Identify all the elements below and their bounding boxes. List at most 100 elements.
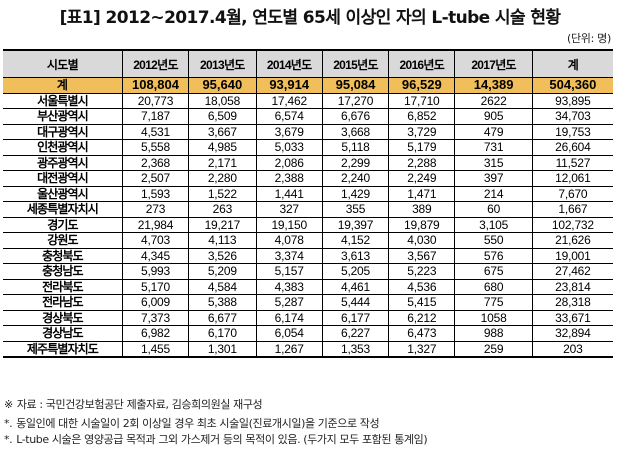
- cell-total: 93,895: [531, 92, 613, 109]
- cell-2015: 17,270: [321, 92, 390, 109]
- cell-2012: 4,531: [121, 123, 190, 140]
- table-row: 대전광역시 2,507 2,280 2,388 2,240 2,249 397 12,061: [3, 170, 613, 187]
- cell-2015: 6,676: [321, 108, 390, 125]
- cell-total: 27,462: [531, 263, 613, 280]
- cell-2013: 1,301: [188, 340, 257, 358]
- cell-2016: 2,249: [388, 170, 456, 187]
- cell-region: 울산광역시: [3, 185, 123, 202]
- cell-region: 부산광역시: [3, 108, 123, 125]
- cell-2012: 5,558: [121, 139, 190, 156]
- cell-total: 19,001: [531, 247, 613, 264]
- cell-2015: 5,118: [321, 139, 390, 156]
- cell-2012: 1,593: [121, 185, 190, 202]
- header-row: 시도별 2012년도 2013년도 2014년도 2015년도 2016년도 2…: [3, 49, 613, 78]
- cell-2012: 2,507: [121, 170, 190, 187]
- cell-2016: 4,030: [388, 232, 456, 249]
- cell-total: 32,894: [531, 325, 613, 342]
- cell-2013: 4,985: [188, 139, 257, 156]
- table-row: 서울특별시 20,773 18,058 17,462 17,270 17,710 2622 9…: [3, 92, 613, 109]
- cell-region: 대전광역시: [3, 170, 123, 187]
- table-title: [표1] 2012~2017.4월, 연도별 65세 이상인 자의 L-tube…: [59, 8, 561, 28]
- table-row: 인천광역시 5,558 4,985 5,033 5,118 5,179 731 26,604: [3, 139, 613, 156]
- cell-2014: 93,914: [255, 77, 323, 94]
- cell-2012: 273: [121, 201, 190, 218]
- cell-2017: 905: [454, 108, 533, 125]
- cell-2014: 5,287: [255, 294, 323, 311]
- cell-2012: 108,804: [121, 77, 190, 94]
- cell-2014: 5,033: [255, 139, 323, 156]
- cell-2015: 2,299: [321, 154, 390, 171]
- cell-2016: 3,729: [388, 123, 456, 140]
- cell-region: 인천광역시: [3, 139, 123, 156]
- cell-region: 경상북도: [3, 309, 123, 326]
- cell-2016: 96,529: [388, 77, 456, 94]
- cell-total: 28,318: [531, 294, 613, 311]
- table-row: 대구광역시 4,531 3,667 3,679 3,668 3,729 479 19,753: [3, 123, 613, 140]
- cell-region: 충청북도: [3, 247, 123, 264]
- table-row: 부산광역시 7,187 6,509 6,574 6,676 6,852 905 34,703: [3, 108, 613, 125]
- header-2016: 2016년도: [388, 49, 456, 78]
- cell-2013: 18,058: [188, 92, 257, 109]
- cell-2015: 6,177: [321, 309, 390, 326]
- cell-total: 23,814: [531, 278, 613, 295]
- cell-2013: 19,217: [188, 216, 257, 233]
- cell-region: 충청남도: [3, 263, 123, 280]
- cell-2016: 4,536: [388, 278, 456, 295]
- table-row: 경상북도 7,373 6,677 6,174 6,177 6,212 1058 33,671: [3, 309, 613, 326]
- header-2014: 2014년도: [255, 49, 323, 78]
- cell-region: 광주광역시: [3, 154, 123, 171]
- cell-region: 전라북도: [3, 278, 123, 295]
- cell-2017: 680: [454, 278, 533, 295]
- cell-2016: 6,473: [388, 325, 456, 342]
- cell-2013: 3,526: [188, 247, 257, 264]
- cell-2014: 3,679: [255, 123, 323, 140]
- cell-total: 203: [531, 340, 613, 358]
- cell-2012: 5,993: [121, 263, 190, 280]
- cell-2014: 3,374: [255, 247, 323, 264]
- cell-2017: 214: [454, 185, 533, 202]
- cell-2015: 4,152: [321, 232, 390, 249]
- cell-total: 26,604: [531, 139, 613, 156]
- cell-2016: 17,710: [388, 92, 456, 109]
- cell-2012: 7,187: [121, 108, 190, 125]
- table-row: 경상남도 6,982 6,170 6,054 6,227 6,473 988 32,894: [3, 325, 613, 342]
- cell-2017: 731: [454, 139, 533, 156]
- source-text: 자료 : 국민건강보험공단 제출자료, 김승희의원실 재구성: [16, 398, 263, 411]
- cell-2014: 4,383: [255, 278, 323, 295]
- cell-2012: 6,009: [121, 294, 190, 311]
- cell-2013: 3,667: [188, 123, 257, 140]
- cell-2013: 263: [188, 201, 257, 218]
- cell-region: 경기도: [3, 216, 123, 233]
- cell-region: 경상남도: [3, 325, 123, 342]
- cell-2015: 3,668: [321, 123, 390, 140]
- cell-2017: 479: [454, 123, 533, 140]
- cell-region: 세종특별자치시: [3, 201, 123, 218]
- footnote-2-text: L-tube 시술은 영양공급 목적과 그외 가스제거 등의 목적이 있음. (…: [16, 433, 428, 446]
- cell-2014: 1,441: [255, 185, 323, 202]
- cell-2017: 675: [454, 263, 533, 280]
- cell-2014: 327: [255, 201, 323, 218]
- cell-2013: 1,522: [188, 185, 257, 202]
- cell-2016: 5,415: [388, 294, 456, 311]
- cell-2014: 1,267: [255, 340, 323, 358]
- cell-2014: 6,174: [255, 309, 323, 326]
- cell-2016: 1,327: [388, 340, 456, 358]
- cell-2013: 6,677: [188, 309, 257, 326]
- cell-total: 19,753: [531, 123, 613, 140]
- cell-2017: 775: [454, 294, 533, 311]
- table-row: 경기도 21,984 19,217 19,150 19,397 19,879 3,105 10…: [3, 216, 613, 233]
- cell-2013: 6,170: [188, 325, 257, 342]
- cell-region: 강원도: [3, 232, 123, 249]
- cell-2014: 17,462: [255, 92, 323, 109]
- cell-2017: 60: [454, 201, 533, 218]
- cell-2016: 6,212: [388, 309, 456, 326]
- cell-total: 7,670: [531, 185, 613, 202]
- cell-2012: 4,345: [121, 247, 190, 264]
- cell-2016: 5,179: [388, 139, 456, 156]
- cell-2016: 1,471: [388, 185, 456, 202]
- cell-total: 21,626: [531, 232, 613, 249]
- cell-total: 12,061: [531, 170, 613, 187]
- header-2013: 2013년도: [188, 49, 257, 78]
- cell-2017: 3,105: [454, 216, 533, 233]
- footnote-mark: *.: [4, 417, 13, 430]
